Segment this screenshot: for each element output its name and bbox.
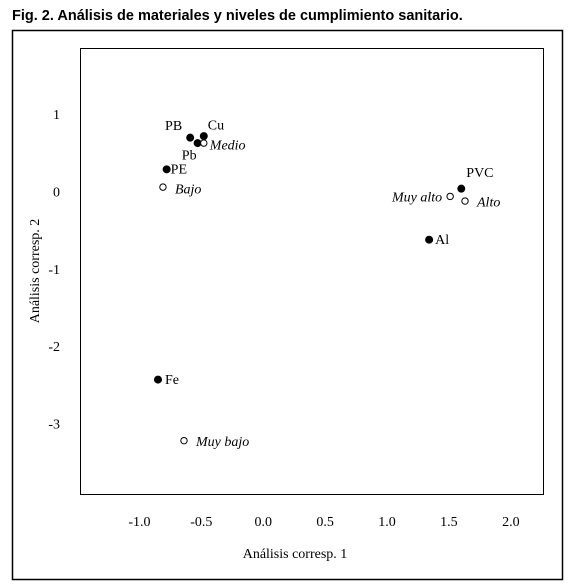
point [425, 235, 434, 244]
point-label: Al [435, 233, 449, 248]
point [457, 184, 466, 193]
point [186, 133, 195, 142]
point-label: PE [171, 163, 187, 178]
y-tick-label: 1 [53, 108, 60, 123]
point [193, 139, 202, 148]
point [199, 132, 208, 141]
y-axis-title: Análisis corresp. 2 [28, 219, 43, 324]
point-label: Fe [165, 373, 179, 388]
x-tick-label: 0.5 [316, 515, 334, 530]
point-label: PVC [466, 166, 493, 181]
point-label: Muy alto [391, 191, 442, 206]
y-tick-label: -2 [48, 340, 60, 355]
point-label: Bajo [175, 182, 201, 197]
chart-title: Fig. 2. Análisis de materiales y niveles… [12, 8, 463, 24]
point-label: Muy bajo [195, 435, 249, 450]
point-label: Medio [209, 138, 246, 153]
point [162, 165, 171, 174]
x-tick-label: 1.5 [440, 515, 458, 530]
point-label: Pb [182, 148, 197, 163]
x-tick-label: -1.0 [128, 515, 150, 530]
plot-frame [80, 48, 544, 495]
point [446, 192, 454, 201]
x-tick-label: 1.0 [378, 515, 396, 530]
x-tick-label: -0.5 [190, 515, 212, 530]
point [461, 197, 469, 205]
x-axis-title: Análisis corresp. 1 [243, 547, 348, 562]
point-label: PB [165, 119, 182, 134]
y-tick-label: -3 [48, 417, 60, 432]
x-tick-label: 2.0 [502, 515, 520, 530]
point [153, 375, 162, 384]
point [180, 436, 188, 445]
y-tick-label: -1 [48, 263, 60, 278]
figure-frame [11, 29, 564, 581]
point-label: Cu [208, 118, 224, 133]
y-tick-label: 0 [53, 186, 60, 201]
point-label: Alto [476, 195, 500, 210]
point [200, 139, 208, 147]
point [159, 183, 167, 191]
x-tick-label: 0.0 [254, 515, 272, 530]
